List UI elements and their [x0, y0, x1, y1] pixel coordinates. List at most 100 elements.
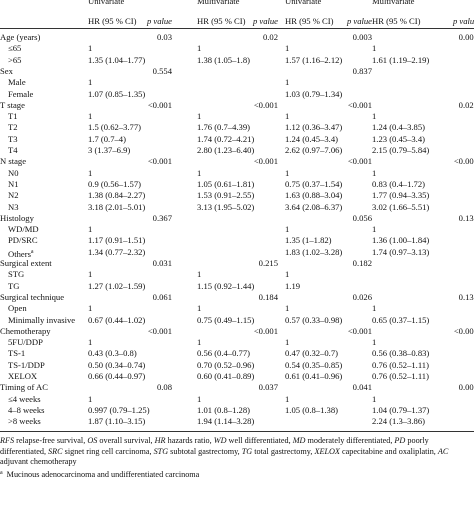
hr-value: 1 — [372, 337, 377, 348]
row-label: PD/SRC — [8, 235, 38, 246]
hr-value: 1 — [372, 43, 377, 54]
hr-value: 3.64 (2.08–6.37) — [285, 201, 343, 212]
row-label: ≤4 weeks — [8, 393, 41, 404]
hr-value: 1.24 (0.45–3.4) — [285, 133, 338, 144]
abbr-def: total gastrectomy, — [252, 446, 315, 456]
row-label: T1 — [8, 111, 18, 122]
note-text: Mucinous adenocarcinoma and undifferenti… — [6, 470, 200, 480]
p-value: 0.056 — [352, 212, 372, 223]
abbr: HR — [154, 436, 166, 445]
p-value: <0.001 — [347, 156, 372, 167]
abbr-def: overall survival, — [97, 436, 155, 445]
abbr: PD — [394, 436, 406, 445]
p-header: p value — [146, 16, 172, 26]
hr-value: 3.13 (1.95–5.02) — [197, 201, 255, 212]
abbr-def: moderately differentiated, — [305, 436, 395, 445]
abbr: AC — [437, 446, 449, 456]
hr-value: 1.35 (1–1.82) — [285, 235, 332, 246]
section-label: Chemotherapy — [0, 325, 51, 336]
note: a Mucinous adenocarcinoma and undifferent… — [0, 468, 470, 481]
hr-value: 1 — [372, 167, 377, 178]
p-value: 0.137 — [458, 291, 474, 302]
group-header: Univariate — [285, 0, 322, 6]
p-value: <0.001 — [347, 325, 372, 336]
p-value: 0.003 — [458, 382, 474, 393]
bottom-rule — [0, 431, 474, 432]
abbr: TG — [241, 446, 253, 456]
group-header: Univariate — [88, 0, 125, 6]
p-value: 0.02 — [262, 32, 278, 42]
hr-header: HR (95 % CI) — [285, 16, 334, 26]
abbr-def: relapse-free survival, — [14, 436, 88, 445]
abbr-def: signet ring cell carcinoma, — [62, 446, 154, 456]
hr-value: 1.63 (0.88–3.04) — [285, 190, 343, 201]
p-value: <0.001 — [253, 325, 278, 336]
hr-value: 1.83 (1.02–3.28) — [285, 246, 343, 257]
hr-value: 1.36 (1.00–1.84) — [372, 235, 430, 246]
abbr-def: poorly differentiated, — [0, 436, 429, 456]
hr-value: 0.75 (0.37–1.54) — [285, 178, 343, 189]
hr-value: 1.05 (0.61–1.81) — [197, 178, 255, 189]
hr-value: 1 — [372, 303, 377, 314]
section-label: Surgical extent — [0, 258, 52, 268]
row-label: N2 — [8, 190, 19, 201]
abbr-def: well differentiated, — [226, 436, 293, 445]
row-label: T2 — [8, 122, 18, 133]
row-label: N1 — [8, 178, 19, 189]
hr-value: 1.04 (0.79–1.37) — [372, 404, 430, 415]
hr-value: 0.75 (0.49–1.15) — [197, 314, 255, 325]
hr-value: 3.18 (2.01–5.01) — [88, 201, 146, 212]
hr-value: 0.57 (0.33–0.98) — [285, 314, 343, 325]
hr-value: 1.74 (0.97–3.13) — [372, 246, 430, 257]
hr-value: 0.83 (0.4–1.72) — [372, 178, 425, 189]
hr-value: 1.87 (1.10–3.15) — [88, 416, 146, 427]
abbr-def: adjuvant chemotherapy — [0, 457, 77, 466]
note-mark: a — [0, 469, 3, 476]
hr-value: 1.23 (0.45–3.4) — [372, 133, 425, 144]
p-value: 0.182 — [352, 258, 372, 268]
hr-value: 1 — [88, 393, 93, 404]
p-value: 0.031 — [152, 258, 172, 268]
hr-value: 0.60 (0.41–0.89) — [197, 371, 255, 381]
hr-value: 1.5 (0.62–3.77) — [88, 122, 141, 133]
hr-header: HR (95 % CI) — [372, 16, 421, 26]
hr-value: 0.9 (0.56–1.57) — [88, 178, 141, 189]
hr-value: 2.24 (1.3–3.86) — [372, 416, 425, 427]
hr-value: 0.56 (0.4–0.77) — [197, 348, 250, 359]
p-value: 0.041 — [352, 382, 372, 393]
abbr-def: subtotal gastrectomy, — [168, 446, 242, 456]
hr-value: 1.03 (0.79–1.34) — [285, 88, 343, 99]
hr-value: 0.76 (0.52–1.11) — [372, 359, 429, 370]
group-header: Multivariate — [197, 0, 240, 6]
hr-value: 1 — [197, 303, 202, 314]
hr-value: 0.47 (0.32–0.7) — [285, 348, 338, 359]
hr-value: 0.54 (0.35–0.85) — [285, 359, 343, 370]
p-value: <0.001 — [253, 156, 278, 167]
hr-value: 1.12 (0.36–3.47) — [285, 122, 343, 133]
hr-value: 1.57 (1.16–2.12) — [285, 54, 343, 65]
hr-value: 1 — [285, 303, 290, 314]
p-value: 0.184 — [258, 291, 278, 302]
hr-value: 1 — [197, 393, 202, 404]
hr-value: 1 — [88, 43, 93, 54]
abbr: MD — [292, 436, 306, 445]
p-value: <0.001 — [147, 99, 172, 110]
hr-value: 1 — [285, 269, 290, 280]
p-value: <0.001 — [453, 325, 474, 336]
row-label: TG — [8, 280, 20, 291]
hr-value: 0.66 (0.44–0.97) — [88, 371, 146, 381]
hr-value: 1 — [285, 337, 290, 348]
p-header: p value — [346, 16, 372, 26]
hr-value: 1.77 (0.94–3.35) — [372, 190, 430, 201]
abbreviations: RFS relapse-free survival, OS overall su… — [0, 436, 470, 468]
hr-value: 1 — [372, 111, 377, 122]
p-value: 0.837 — [352, 65, 372, 76]
superscript: a — [30, 248, 34, 255]
p-value: 0.003 — [352, 32, 372, 42]
hr-value: 0.43 (0.3–0.8) — [88, 348, 137, 359]
row-label: 4–8 weeks — [8, 404, 45, 415]
section-label: Sex — [0, 65, 13, 76]
hr-value: 1 — [88, 224, 93, 235]
hr-header: HR (95 % CI) — [88, 16, 137, 26]
